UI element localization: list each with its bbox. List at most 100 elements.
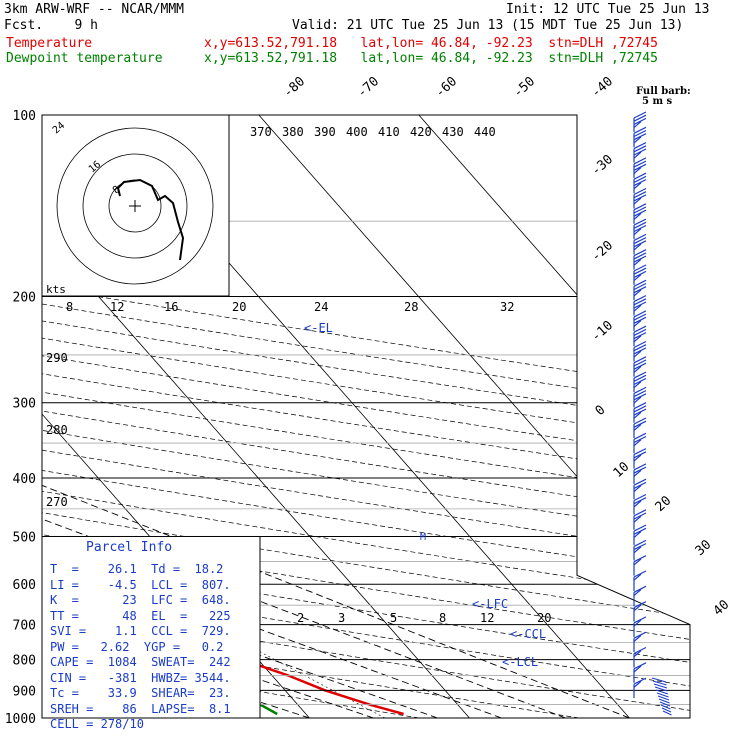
- wind-barb-flag: [633, 179, 647, 187]
- wind-barb-flag: [633, 381, 642, 389]
- isotherm-tick-label: 20: [653, 493, 675, 515]
- wind-barb-lower: [652, 680, 667, 686]
- mixing-ratio-label: 3: [338, 611, 345, 625]
- isotherm-tick-label: -10: [589, 318, 616, 345]
- parcel-info-row: CELL = 278/10: [50, 717, 144, 731]
- wind-barb-flag: [633, 359, 647, 367]
- wind-barb-lower: [658, 698, 670, 704]
- wind-barb-flag: [633, 298, 647, 306]
- wind-barb-flag: [633, 267, 647, 275]
- wind-barb-flag: [633, 451, 647, 459]
- wind-barb-flag: [633, 328, 647, 336]
- wind-barb-flag: [633, 286, 647, 294]
- wind-barb-flag: [633, 182, 642, 190]
- wind-barb-flag: [633, 194, 647, 202]
- wind-barb-flag: [633, 515, 642, 523]
- hodograph-ring: [56, 127, 214, 285]
- wind-barb-flag: [633, 374, 647, 382]
- wind-barb-flag: [633, 589, 642, 596]
- wind-barb-flag: [633, 191, 647, 199]
- parcel-level-label: <-EL: [304, 321, 333, 335]
- wind-barb-flag: [633, 151, 642, 159]
- parcel-info-row: CAPE = 1084 SWEAT= 242: [50, 655, 231, 669]
- wind-barb-flag: [633, 221, 647, 229]
- temperature-location: x,y=613.52,791.18 lat,lon= 46.84, -92.23…: [204, 36, 658, 51]
- wind-barb-flag: [633, 295, 647, 303]
- wind-barb-flag: [633, 408, 647, 416]
- wind-barb-flag: [633, 160, 647, 168]
- potential-temperature-label: 420: [410, 125, 432, 139]
- wind-barb-flag: [633, 264, 647, 272]
- pressure-tick-label: 1000: [5, 712, 36, 727]
- forecast-hour: Fcst. 9 h: [4, 18, 98, 33]
- wind-barb-flag: [633, 555, 647, 563]
- wind-barb-flag: [633, 650, 642, 658]
- wind-barb-flag: [633, 377, 647, 386]
- wind-barb-flag: [633, 121, 642, 129]
- isotherm-tick-label: -30: [589, 152, 616, 179]
- wind-barb-flag: [633, 145, 647, 153]
- wind-barb-flag: [633, 454, 642, 462]
- wind-barb-flag: [633, 463, 647, 471]
- parcel-level-label: <-LFC: [472, 597, 508, 611]
- wind-barb-flag: [633, 573, 642, 581]
- wind-barb-flag: [633, 469, 642, 477]
- wind-barb-flag: [633, 172, 647, 180]
- wind-barb-lower: [657, 695, 670, 701]
- parcel-info-row: Tc = 33.9 SHEAR= 23.: [50, 686, 231, 700]
- wind-barb-flag: [633, 212, 642, 220]
- isotherm-line: [258, 115, 690, 718]
- wind-barb-lower: [662, 710, 672, 716]
- wind-barb-flag: [633, 255, 647, 263]
- wind-barb-flag: [633, 344, 647, 352]
- wind-barb-flag: [633, 646, 647, 655]
- wind-barb-flag: [633, 304, 642, 312]
- wind-barb-flag: [633, 478, 647, 486]
- wind-barb-lower: [660, 704, 671, 710]
- parcel-info-title: Parcel Info: [86, 540, 173, 555]
- wind-barb-flag: [633, 466, 647, 474]
- mixing-ratio-label: 20: [537, 611, 551, 625]
- wind-barb-flag: [633, 148, 647, 156]
- dewpoint-legend-label: Dewpoint temperature: [6, 51, 163, 66]
- parcel-info-row: TT = 48 EL = 225: [50, 608, 231, 623]
- wind-barb-flag: [633, 680, 642, 688]
- wind-barb-flag: [633, 497, 647, 505]
- hodograph-ring-label: 12: [110, 300, 124, 314]
- parcel-info-box: [41, 535, 261, 719]
- wind-barb-flag: [633, 114, 647, 122]
- potential-temperature-label: 370: [250, 125, 272, 139]
- parcel-info-row: SVI = 1.1 CCL = 729.: [50, 624, 231, 638]
- wind-barb-flag: [633, 512, 647, 520]
- wind-barb-lower: [651, 677, 667, 683]
- wind-barb-flag: [633, 435, 647, 444]
- wind-barb-flag: [633, 485, 642, 493]
- potential-temperature-label: 410: [378, 125, 400, 139]
- wind-barb-flag: [633, 604, 642, 612]
- potential-temperature-label: 430: [442, 125, 464, 139]
- mixing-ratio-label: 5: [390, 611, 397, 625]
- wind-barb-flag: [633, 240, 647, 248]
- wind-barb-flag: [633, 448, 647, 456]
- wind-barb-flag: [633, 163, 647, 171]
- wind-barb-flag: [633, 270, 647, 278]
- wind-barb-flag: [633, 243, 642, 251]
- wind-barb-flag: [633, 274, 642, 282]
- wind-barb-flag: [633, 258, 642, 266]
- mixing-ratio-label: 12: [480, 611, 494, 625]
- wind-barb-lower: [659, 701, 671, 707]
- wind-barb-flag: [633, 129, 647, 138]
- model-title: 3km ARW-WRF -- NCAR/MMM: [4, 2, 185, 17]
- wind-barb-flag: [633, 362, 647, 370]
- full-barb-unit-label: 5 m s: [642, 96, 673, 107]
- wind-barb-flag: [633, 301, 647, 309]
- parcel-level-label: <-CCL: [510, 627, 546, 641]
- wind-barb-flag: [633, 481, 647, 489]
- wind-barb-flag: [633, 335, 642, 343]
- pressure-tick-label: 100: [13, 109, 36, 124]
- pressure-tick-label: 300: [13, 397, 36, 412]
- potential-temperature-label: 400: [346, 125, 368, 139]
- wind-barb-flag: [633, 365, 642, 373]
- valid-time: Valid: 21 UTC Tue 25 Jun 13 (15 MDT Tue …: [292, 18, 684, 33]
- wind-barb-flag: [633, 546, 642, 554]
